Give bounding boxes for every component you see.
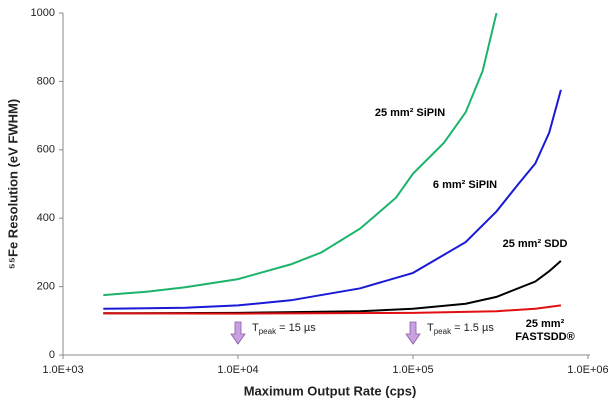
annotation-sub: peak [433,327,452,337]
y-tick-label: 400 [37,212,55,224]
annotation-text: = 1.5 µs [451,322,494,334]
line [103,13,498,297]
x-tick-label: 1.0E+04 [217,364,258,376]
x-tick-label: 1.0E+06 [567,364,608,376]
y-tick-label: 1000 [31,7,55,19]
y-tick-label: 0 [49,349,55,361]
annotation: Tpeak = 15 µs [252,322,316,336]
annotation: Tpeak = 1.5 µs [427,322,494,336]
y-tick-label: 800 [37,75,55,87]
series-label: 6 mm² SiPIN [432,179,498,191]
y-axis-label: ⁵⁵Fe Resolution (eV FWHM) [5,99,20,269]
series-label: 25 mm² SiPIN [374,107,446,119]
annotation-text: T [252,322,259,334]
x-tick-label: 1.0E+03 [42,364,83,376]
line [103,260,562,315]
line [103,304,562,315]
series-label: 25 mm² FASTSDD® [515,318,575,343]
annotation-text: = 15 µs [276,322,316,334]
y-tick-label: 600 [37,144,55,156]
y-tick-label: 200 [37,281,55,293]
series-label: 25 mm² SDD [502,238,568,250]
annotation-text: T [427,322,434,334]
x-tick-label: 1.0E+05 [392,364,433,376]
line [103,89,562,310]
arrow [405,321,421,345]
arrow [230,321,246,345]
x-axis-label: Maximum Output Rate (cps) [244,383,417,398]
annotation-sub: peak [258,327,277,337]
